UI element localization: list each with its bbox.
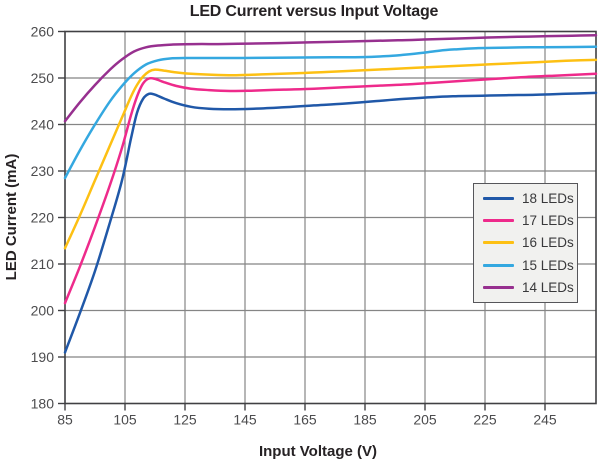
legend-item-label: 17 LEDs bbox=[522, 213, 574, 229]
series-line-15-leds bbox=[63, 45, 598, 180]
x-tick-label: 205 bbox=[413, 412, 437, 428]
legend-line-swatch bbox=[483, 241, 514, 245]
x-tick-label: 225 bbox=[473, 412, 497, 428]
chart-title: LED Current versus Input Voltage bbox=[189, 3, 439, 20]
x-axis-title: Input Voltage (V) bbox=[258, 443, 378, 460]
y-tick-label: 190 bbox=[31, 349, 55, 365]
legend-item-18-leds: 18 LEDs bbox=[483, 191, 577, 206]
x-tick-label: 245 bbox=[533, 412, 557, 428]
y-tick-label: 220 bbox=[31, 210, 55, 226]
series-line-17-leds bbox=[63, 72, 598, 305]
legend-item-15-leds: 15 LEDs bbox=[483, 258, 577, 273]
y-tick-label: 210 bbox=[31, 256, 55, 272]
y-tick-label: 180 bbox=[31, 396, 55, 412]
legend-item-label: 16 LEDs bbox=[522, 235, 574, 251]
x-tick-label: 85 bbox=[57, 412, 73, 428]
legend-item-14-leds: 14 LEDs bbox=[483, 280, 577, 295]
legend-item-label: 18 LEDs bbox=[522, 190, 574, 206]
x-tick-label: 145 bbox=[233, 412, 257, 428]
y-tick-label: 260 bbox=[31, 24, 55, 40]
legend: 18 LEDs 17 LEDs 16 LEDs 15 LEDs 14 LEDs bbox=[473, 183, 578, 303]
legend-item-16-leds: 16 LEDs bbox=[483, 235, 577, 250]
x-tick-label: 105 bbox=[113, 412, 137, 428]
x-tick-label: 185 bbox=[353, 412, 377, 428]
series-line-18-leds bbox=[63, 91, 598, 354]
x-tick-label: 165 bbox=[293, 412, 317, 428]
legend-line-swatch bbox=[483, 219, 514, 223]
y-tick-label: 200 bbox=[31, 303, 55, 319]
legend-item-label: 14 LEDs bbox=[522, 280, 574, 296]
legend-item-17-leds: 17 LEDs bbox=[483, 213, 577, 228]
series-line-14-leds bbox=[63, 33, 598, 123]
series-line-16-leds bbox=[63, 58, 598, 250]
x-tick-label: 125 bbox=[173, 412, 197, 428]
legend-line-swatch bbox=[483, 263, 514, 267]
y-tick-label: 230 bbox=[31, 163, 55, 179]
legend-line-swatch bbox=[483, 286, 514, 290]
y-tick-label: 250 bbox=[31, 70, 55, 86]
legend-line-swatch bbox=[483, 196, 514, 200]
y-tick-label: 240 bbox=[31, 117, 55, 133]
legend-item-label: 15 LEDs bbox=[522, 257, 574, 273]
